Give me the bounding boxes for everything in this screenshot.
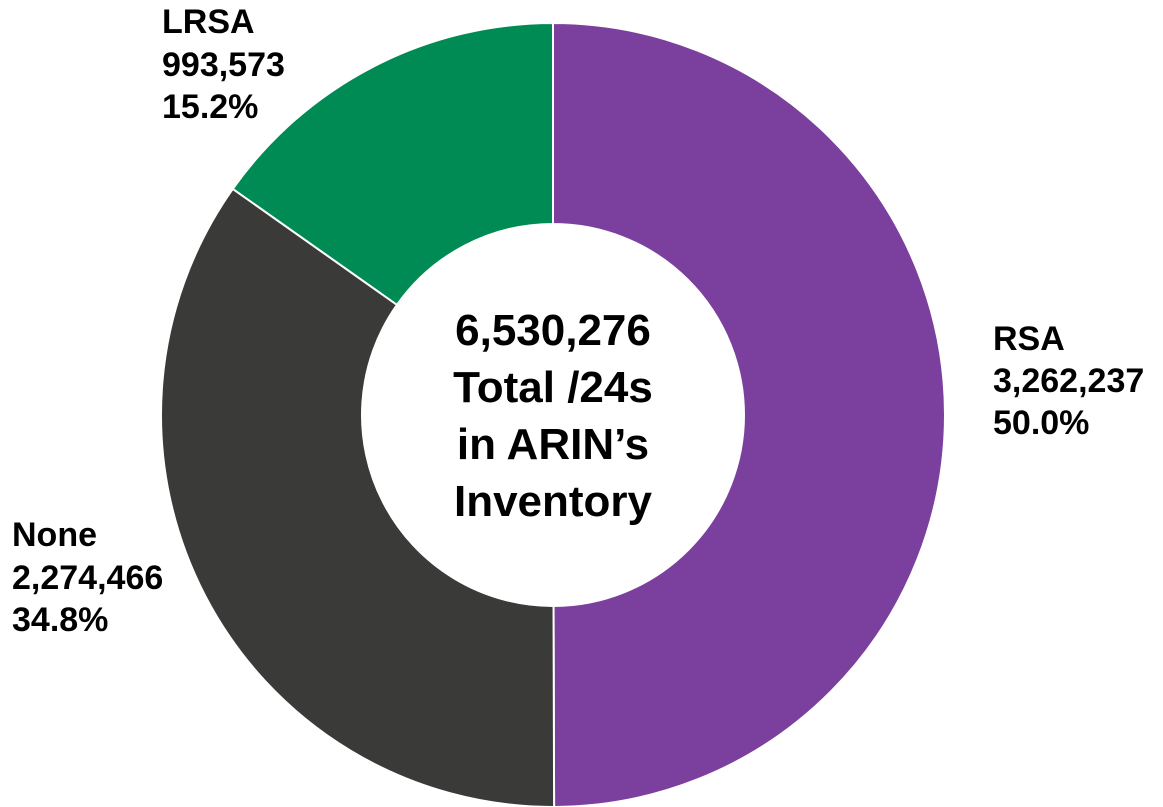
- center-line-4: Inventory: [454, 477, 653, 526]
- slice-percent-rsa: 50.0%: [993, 404, 1089, 442]
- slice-label-rsa: RSA: [993, 320, 1065, 358]
- center-text: 6,530,276 Total /24s in ARIN’s Inventory: [453, 306, 653, 526]
- slice-value-rsa: 3,262,237: [993, 362, 1144, 400]
- slice-labels: RSA 3,262,237 50.0% None 2,274,466 34.8%…: [12, 3, 1144, 639]
- slice-rsa: [552, 21, 946, 807]
- slice-label-lrsa: LRSA: [162, 3, 255, 41]
- slice-value-none: 2,274,466: [12, 559, 163, 597]
- slices-layer: [160, 21, 946, 807]
- center-total: 6,530,276: [455, 306, 651, 355]
- slice-none: [160, 187, 556, 807]
- slice-lrsa: [231, 21, 554, 307]
- center-line-3: in ARIN’s: [457, 420, 649, 469]
- center-line-2: Total /24s: [453, 363, 653, 412]
- slice-label-none: None: [12, 516, 97, 554]
- slice-percent-none: 34.8%: [12, 601, 108, 639]
- slice-value-lrsa: 993,573: [162, 46, 285, 84]
- slice-percent-lrsa: 15.2%: [162, 88, 258, 126]
